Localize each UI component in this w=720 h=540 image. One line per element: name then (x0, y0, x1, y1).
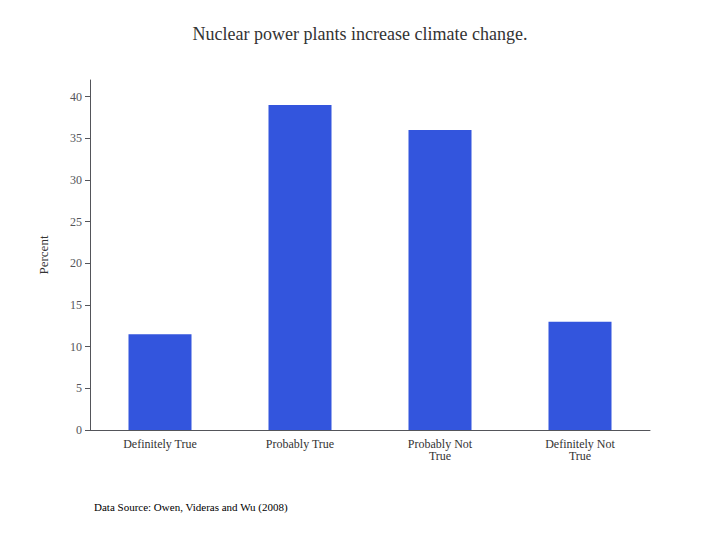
svg-text:True: True (569, 449, 591, 463)
svg-text:15: 15 (70, 298, 82, 312)
svg-text:True: True (429, 449, 451, 463)
svg-text:5: 5 (76, 381, 82, 395)
svg-text:20: 20 (70, 256, 82, 270)
svg-text:Definitely True: Definitely True (123, 437, 197, 451)
svg-text:40: 40 (70, 90, 82, 104)
svg-text:Percent: Percent (36, 235, 51, 274)
svg-text:35: 35 (70, 131, 82, 145)
svg-text:25: 25 (70, 215, 82, 229)
svg-text:Nuclear power plants increase: Nuclear power plants increase climate ch… (193, 24, 528, 44)
svg-text:0: 0 (76, 423, 82, 437)
svg-text:Definitely Not: Definitely Not (545, 437, 615, 451)
svg-text:Probably True: Probably True (266, 437, 334, 451)
svg-text:Data Source: Owen, Videras and: Data Source: Owen, Videras and Wu (2008) (94, 501, 288, 514)
svg-text:10: 10 (70, 340, 82, 354)
svg-text:30: 30 (70, 173, 82, 187)
svg-text:Probably Not: Probably Not (407, 437, 473, 451)
